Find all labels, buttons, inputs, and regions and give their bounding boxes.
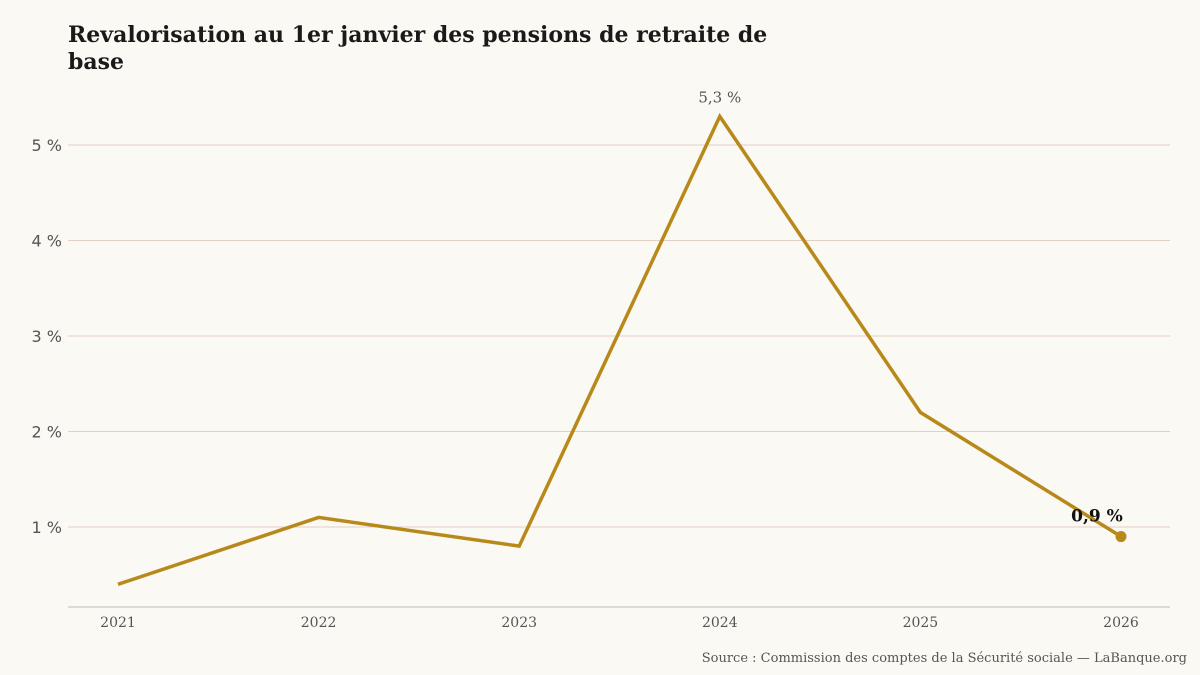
y-tick-label: 5 %	[32, 136, 62, 155]
y-tick-label: 4 %	[32, 232, 62, 251]
y-tick-label: 1 %	[32, 518, 62, 537]
chart-title: Revalorisation au 1er janvier des pensio…	[68, 22, 768, 75]
last-value-label: 0,9 %	[1071, 507, 1123, 527]
last-point-marker	[1115, 531, 1127, 543]
source-note: Source : Commission des comptes de la Sé…	[701, 651, 1187, 666]
x-tick-label: 2022	[301, 615, 337, 631]
x-tick-label: 2024	[702, 615, 738, 631]
y-tick-label: 2 %	[32, 423, 62, 442]
x-tick-label: 2023	[501, 615, 537, 631]
x-tick-label: 2025	[903, 615, 939, 631]
y-tick-label: 3 %	[32, 327, 62, 346]
series-line	[117, 112, 1122, 586]
x-tick-label: 2021	[100, 615, 136, 631]
y-axis-ticks: 1 % 2 % 3 % 4 % 5 %	[32, 136, 62, 537]
x-tick-label: 2026	[1103, 615, 1139, 631]
point-markers	[1115, 531, 1127, 543]
annotations: 5,3 % 0,9 %	[698, 88, 1122, 526]
peak-value-label: 5,3 %	[698, 88, 741, 106]
x-axis-ticks: 2021 2022 2023 2024 2025 2026	[100, 615, 1139, 631]
